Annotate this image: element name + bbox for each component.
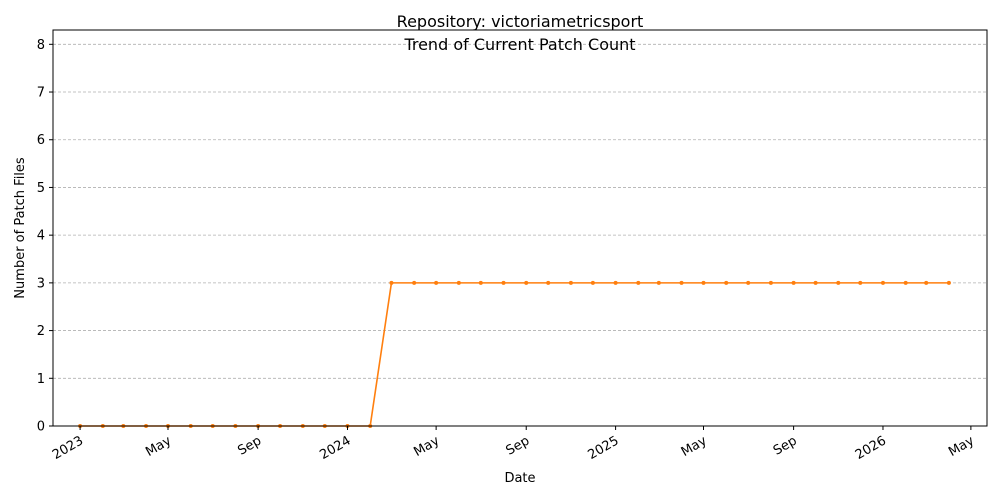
- y-tick-label: 2: [37, 324, 45, 339]
- y-tick-label: 7: [37, 86, 45, 101]
- x-tick-label: May: [679, 433, 710, 460]
- y-tick-label: 1: [37, 372, 45, 387]
- data-point: [924, 280, 929, 285]
- data-point: [679, 280, 684, 285]
- data-point: [613, 280, 618, 285]
- data-point: [636, 280, 641, 285]
- data-point: [903, 280, 908, 285]
- data-point: [701, 280, 706, 285]
- axis-layer: 0 1 2 3 4 5 6 7 8 2023 May Sep 2024 May Sep 2025 May Sep 2…: [37, 38, 977, 463]
- data-point: [656, 280, 661, 285]
- data-point: [813, 280, 818, 285]
- data-point: [524, 280, 529, 285]
- y-tick-label: 6: [37, 133, 45, 148]
- y-tick-label: 0: [37, 420, 45, 435]
- data-point: [456, 280, 461, 285]
- data-point: [501, 280, 506, 285]
- data-point: [412, 280, 417, 285]
- y-axis-label: Number of Patch Files: [13, 157, 28, 299]
- data-point: [946, 280, 951, 285]
- x-tick-label: Sep: [503, 433, 532, 458]
- x-tick-label: 2025: [585, 433, 621, 463]
- data-point: [478, 280, 483, 285]
- x-tick-label: Sep: [771, 433, 800, 458]
- plot-frame: [52, 29, 988, 427]
- y-tick-label: 4: [37, 229, 45, 244]
- data-point: [434, 280, 439, 285]
- x-tick-label: 2026: [853, 433, 889, 463]
- x-tick-label: May: [143, 433, 174, 460]
- series-line: [80, 282, 949, 427]
- x-tick-label: May: [411, 433, 442, 460]
- series-layer: [78, 280, 951, 428]
- x-axis-label: Date: [504, 471, 535, 486]
- data-point: [746, 280, 751, 285]
- data-point: [590, 280, 595, 285]
- chart-subtitle: Trend of Current Patch Count: [403, 35, 635, 54]
- x-tick-label: Sep: [235, 433, 264, 458]
- data-point: [791, 280, 796, 285]
- data-point: [389, 280, 394, 285]
- data-point: [724, 280, 729, 285]
- x-tick-label: 2023: [50, 433, 86, 463]
- grid-layer: [53, 43, 987, 427]
- data-point: [546, 280, 551, 285]
- data-point: [568, 280, 573, 285]
- data-point: [880, 280, 885, 285]
- data-point: [768, 280, 773, 285]
- y-tick-label: 3: [37, 276, 45, 291]
- chart-title: Repository: victoriametricsport: [397, 12, 644, 31]
- data-point: [836, 280, 841, 285]
- data-point: [858, 280, 863, 285]
- x-tick-label: 2024: [317, 433, 353, 463]
- x-tick-label: May: [946, 433, 977, 460]
- y-tick-label: 8: [37, 38, 45, 53]
- y-tick-label: 5: [37, 181, 45, 196]
